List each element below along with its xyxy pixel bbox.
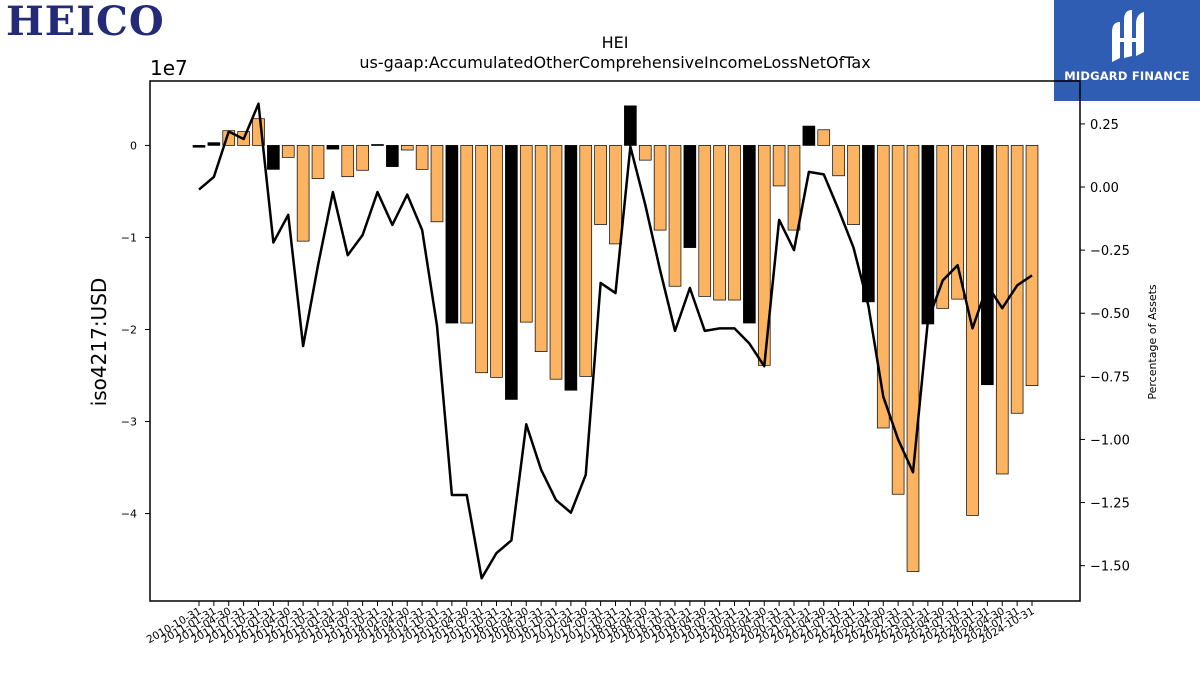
- bar: [445, 145, 459, 324]
- bar: [267, 145, 280, 170]
- y2-tick-label: −0.75: [1090, 370, 1130, 385]
- y2-tick-label: 0.00: [1090, 181, 1119, 196]
- heico-logo: HEICO: [6, 2, 165, 42]
- bar: [683, 145, 697, 248]
- y-tick-label: −2: [121, 323, 137, 336]
- y2-tick-label: −1.50: [1090, 560, 1130, 575]
- bar: [653, 145, 667, 231]
- y-tick-label: −3: [121, 416, 137, 429]
- bar: [505, 145, 518, 400]
- bar: [356, 145, 369, 171]
- bar: [995, 145, 1009, 475]
- y2-ticks-group: 0.25 0.00 −0.25 −0.50 −0.75 −1.00 −1.25 −1.50: [1080, 118, 1130, 575]
- bar: [296, 145, 310, 242]
- midgard-emblem-icon: [1112, 10, 1144, 62]
- bar: [981, 145, 994, 386]
- y-offset-label: 1e7: [150, 56, 188, 80]
- bar: [252, 118, 265, 146]
- plot-frame: [149, 80, 1081, 602]
- y2-tick-label: −1.00: [1090, 433, 1130, 448]
- bar: [564, 145, 578, 391]
- bar: [728, 145, 741, 301]
- bar: [549, 145, 563, 380]
- bar: [698, 145, 712, 297]
- bar: [1010, 145, 1024, 414]
- bar: [281, 145, 295, 158]
- bars-group: [192, 105, 1039, 572]
- bar: [966, 145, 979, 516]
- bar: [400, 145, 414, 151]
- bar: [832, 145, 845, 177]
- bar: [847, 145, 860, 225]
- bar: [713, 145, 726, 301]
- bar: [534, 145, 548, 352]
- bar: [891, 145, 905, 495]
- bar: [862, 145, 875, 303]
- bar: [772, 145, 786, 187]
- bar: [817, 129, 831, 146]
- bar: [638, 145, 652, 161]
- y2-tick-label: −0.50: [1090, 307, 1130, 322]
- bar: [787, 145, 801, 231]
- bar: [609, 145, 622, 245]
- bar: [594, 145, 607, 225]
- bar: [921, 145, 935, 325]
- y-tick-label: −4: [121, 508, 137, 521]
- chart-title: HEI: [602, 33, 629, 52]
- bar: [936, 145, 950, 309]
- bar: [743, 145, 756, 324]
- bar: [207, 142, 221, 146]
- bar: [579, 145, 593, 377]
- line-group: [198, 102, 1033, 580]
- y-axis-label: iso4217:USD: [87, 278, 111, 407]
- midgard-finance-logo: MIDGARD FINANCE: [1054, 0, 1200, 101]
- bar: [951, 145, 964, 300]
- bar: [311, 145, 325, 179]
- bar: [668, 145, 682, 287]
- x-ticks-group: 2010-10-312011-01-312011-04-302011-07-31…: [145, 601, 1037, 646]
- bar: [475, 145, 488, 374]
- y2-axis-label: Percentage of Assets: [1146, 284, 1159, 400]
- bar: [906, 145, 920, 572]
- bar: [519, 145, 533, 323]
- y2-tick-label: −1.25: [1090, 497, 1130, 512]
- percentage-line: [198, 102, 1033, 580]
- bar: [326, 145, 340, 150]
- bar: [460, 145, 474, 324]
- midgard-logo-text: MIDGARD FINANCE: [1064, 69, 1190, 83]
- bar: [490, 145, 503, 378]
- y-ticks-group: 0 −1 −2 −3 −4: [121, 139, 150, 521]
- y2-tick-label: −0.25: [1090, 244, 1130, 259]
- bar: [386, 145, 399, 167]
- bar: [430, 145, 444, 223]
- bar: [371, 144, 384, 146]
- bar: [1025, 145, 1039, 386]
- heico-logo-text: HEICO: [6, 0, 165, 45]
- bar: [802, 125, 816, 146]
- y-tick-label: −1: [121, 231, 137, 244]
- chart-subtitle: us-gaap:AccumulatedOtherComprehensiveInc…: [359, 53, 870, 72]
- bar: [624, 105, 637, 146]
- bar: [192, 145, 206, 148]
- bar: [341, 145, 355, 178]
- y-tick-label: 0: [130, 139, 137, 152]
- bar: [876, 145, 890, 429]
- bar: [415, 145, 429, 170]
- y2-tick-label: 0.25: [1090, 118, 1119, 133]
